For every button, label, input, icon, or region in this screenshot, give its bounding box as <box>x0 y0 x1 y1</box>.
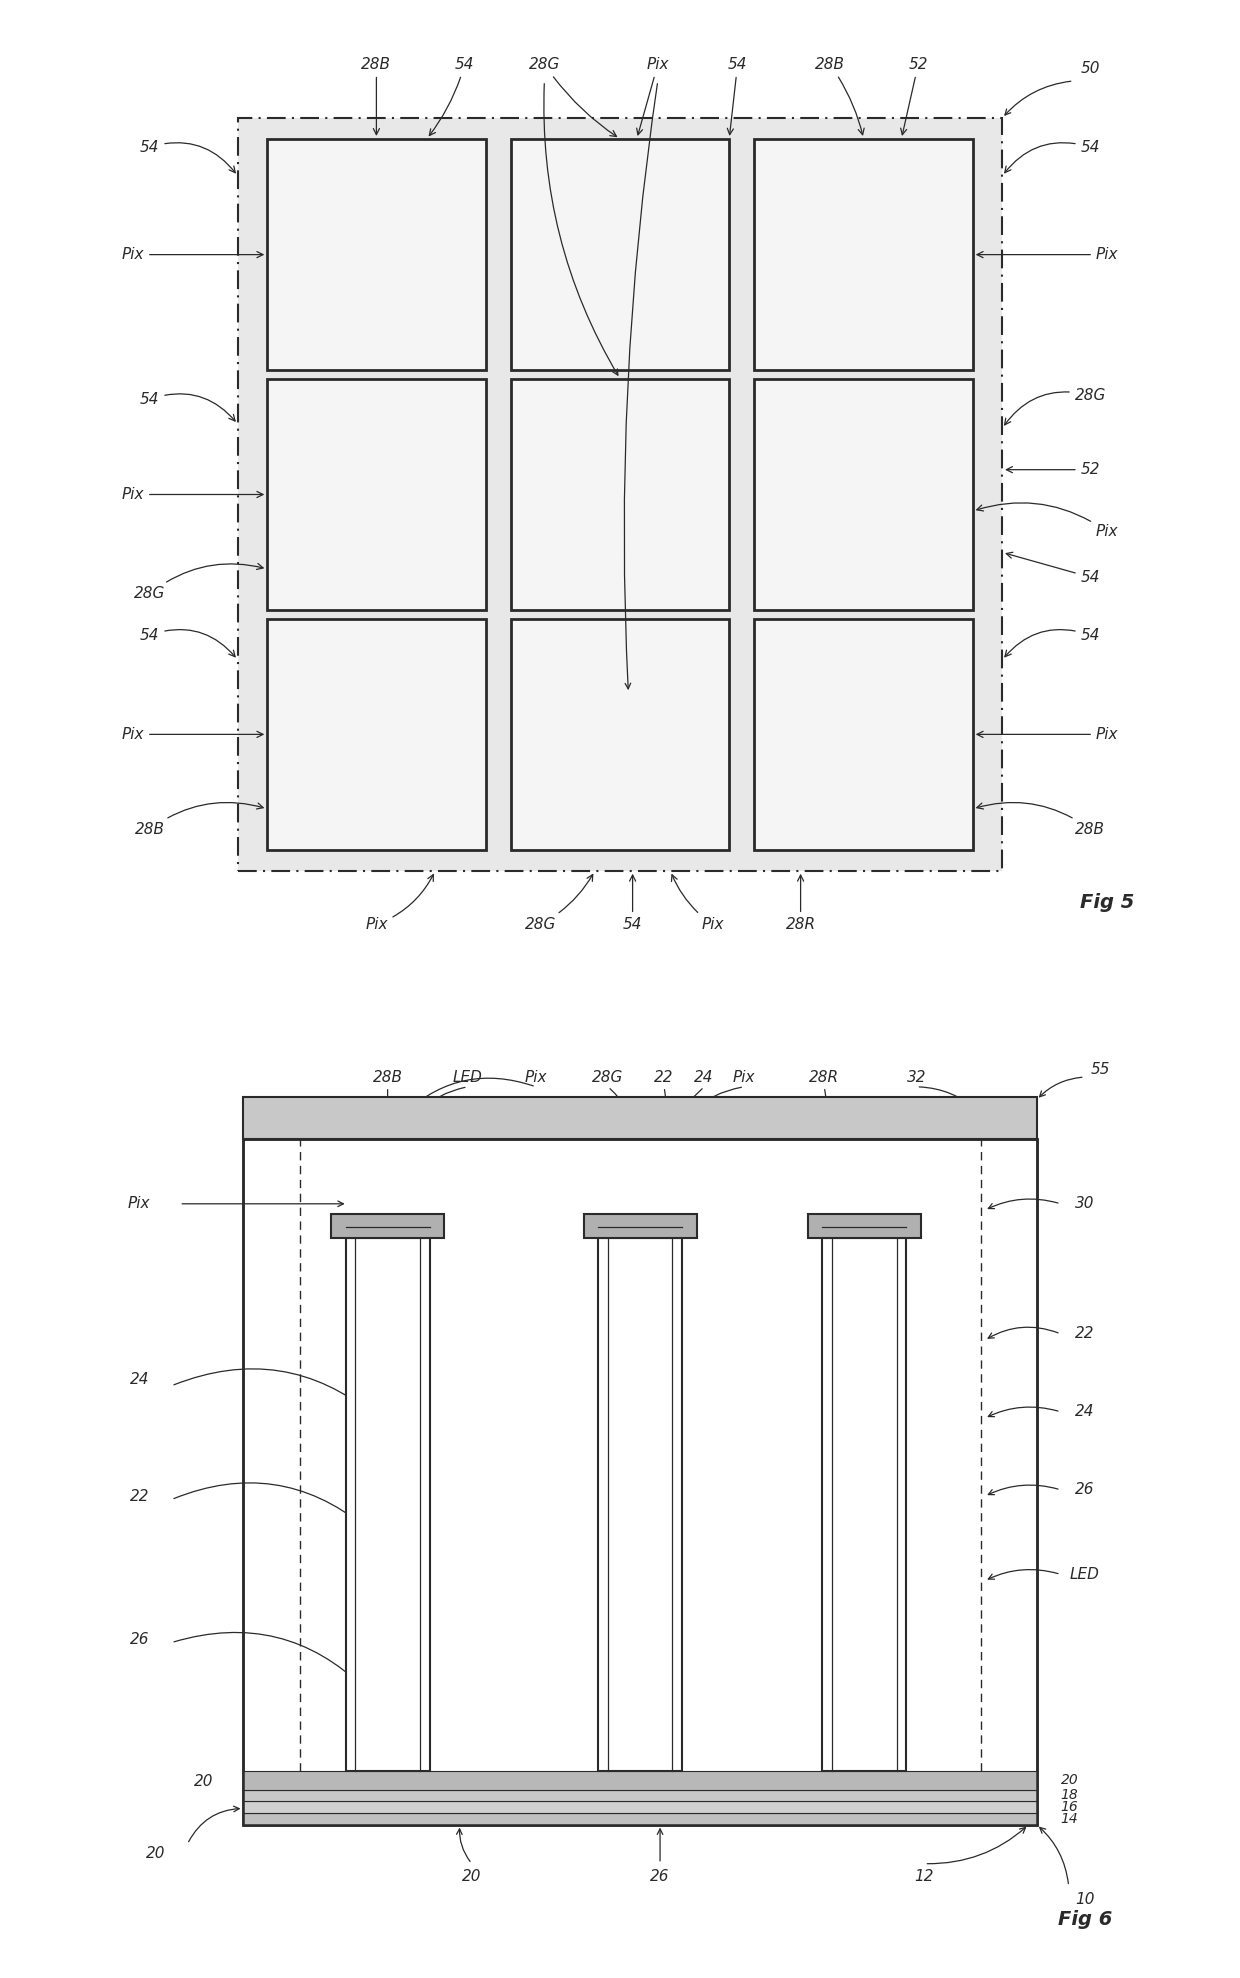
Text: 30: 30 <box>1075 1197 1095 1211</box>
Text: Pix: Pix <box>636 57 670 135</box>
Bar <box>754 378 973 611</box>
Text: Pix: Pix <box>977 247 1118 263</box>
Text: Pix: Pix <box>672 874 724 932</box>
Text: 28R: 28R <box>785 874 816 932</box>
Text: 50: 50 <box>1080 61 1100 75</box>
Text: 28G: 28G <box>1004 388 1106 425</box>
Bar <box>243 1790 1037 1802</box>
Bar <box>267 619 486 851</box>
Bar <box>267 378 486 611</box>
Text: 24: 24 <box>1075 1404 1095 1420</box>
Bar <box>511 619 729 851</box>
Text: 20: 20 <box>463 1869 481 1885</box>
Text: LED: LED <box>1070 1567 1100 1582</box>
Bar <box>238 119 1002 870</box>
Text: 20: 20 <box>1060 1774 1079 1788</box>
Text: 16: 16 <box>1060 1800 1079 1814</box>
Text: 28B: 28B <box>373 1070 403 1084</box>
Text: 26: 26 <box>1075 1482 1095 1497</box>
Text: 10: 10 <box>1075 1891 1095 1907</box>
Bar <box>584 1214 697 1238</box>
Text: 24: 24 <box>129 1373 149 1387</box>
Text: Fig 6: Fig 6 <box>1058 1911 1112 1929</box>
Text: 14: 14 <box>1060 1812 1079 1826</box>
Text: 28B: 28B <box>361 57 392 135</box>
Text: Pix: Pix <box>122 487 263 502</box>
Text: 22: 22 <box>655 1070 673 1084</box>
Text: 54: 54 <box>429 57 475 136</box>
Text: 52: 52 <box>900 57 928 135</box>
Bar <box>243 1139 1037 1824</box>
Bar <box>808 1214 921 1238</box>
Text: Fig 5: Fig 5 <box>1080 894 1135 912</box>
Text: 20: 20 <box>193 1774 213 1788</box>
Text: Pix: Pix <box>122 247 263 263</box>
Text: 54: 54 <box>140 392 236 421</box>
Text: Pix: Pix <box>977 502 1118 540</box>
Text: 28B: 28B <box>815 57 864 135</box>
Text: 32: 32 <box>906 1070 926 1084</box>
Text: 28R: 28R <box>810 1070 839 1084</box>
Text: 28G: 28G <box>134 564 263 601</box>
Bar <box>346 1238 430 1772</box>
Bar <box>267 138 486 370</box>
Text: Pix: Pix <box>122 726 263 742</box>
Text: 22: 22 <box>1075 1327 1095 1341</box>
Text: 26: 26 <box>129 1632 149 1648</box>
Bar <box>511 138 729 370</box>
Text: 28B: 28B <box>977 803 1105 837</box>
Text: Pix: Pix <box>733 1070 755 1084</box>
Text: 12: 12 <box>915 1869 934 1885</box>
Text: Pix: Pix <box>128 1197 150 1211</box>
Text: 54: 54 <box>1004 627 1100 657</box>
Bar <box>598 1238 682 1772</box>
Text: 24: 24 <box>694 1070 714 1084</box>
Text: 22: 22 <box>129 1489 149 1503</box>
Text: LED: LED <box>453 1070 482 1084</box>
Text: 26: 26 <box>650 1869 670 1885</box>
Text: 54: 54 <box>1004 140 1100 172</box>
Text: 54: 54 <box>728 57 748 135</box>
Text: Pix: Pix <box>365 874 433 932</box>
Text: 54: 54 <box>1006 552 1100 585</box>
Bar <box>754 138 973 370</box>
Text: 28G: 28G <box>528 57 616 136</box>
Bar <box>243 1139 1037 1737</box>
Text: 28G: 28G <box>525 874 593 932</box>
Bar <box>243 1096 1037 1139</box>
Text: 28G: 28G <box>593 1070 624 1084</box>
Text: 52: 52 <box>1007 463 1100 477</box>
Bar <box>331 1214 444 1238</box>
Text: 18: 18 <box>1060 1788 1079 1802</box>
Text: Pix: Pix <box>977 726 1118 742</box>
Bar <box>243 1139 1037 1824</box>
Bar <box>243 1772 1037 1790</box>
Bar <box>822 1238 906 1772</box>
Text: 28B: 28B <box>135 803 263 837</box>
Text: 55: 55 <box>1091 1062 1111 1076</box>
Text: 54: 54 <box>140 627 236 657</box>
Text: Pix: Pix <box>525 1070 547 1084</box>
Bar <box>243 1814 1037 1824</box>
Bar <box>754 619 973 851</box>
Text: 20: 20 <box>145 1845 165 1861</box>
Text: 54: 54 <box>622 874 642 932</box>
Bar <box>243 1802 1037 1814</box>
Text: 54: 54 <box>140 140 236 172</box>
Bar <box>511 378 729 611</box>
